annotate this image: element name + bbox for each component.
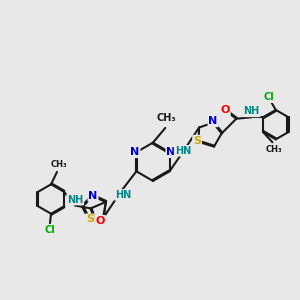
Text: NH: NH <box>244 106 260 116</box>
Text: S: S <box>193 136 201 146</box>
Text: N: N <box>88 191 98 201</box>
Text: Cl: Cl <box>264 92 275 102</box>
Text: CH₃: CH₃ <box>157 113 177 124</box>
Text: N: N <box>208 116 218 126</box>
Text: NH: NH <box>67 195 83 205</box>
Text: N: N <box>167 147 176 157</box>
Text: O: O <box>220 106 230 116</box>
Text: S: S <box>86 214 94 224</box>
Text: HN: HN <box>175 146 191 156</box>
Text: HN: HN <box>115 190 131 200</box>
Text: CH₃: CH₃ <box>50 160 67 169</box>
Text: N: N <box>130 147 140 157</box>
Text: CH₃: CH₃ <box>266 145 282 154</box>
Text: Cl: Cl <box>44 225 55 235</box>
Text: O: O <box>96 216 105 226</box>
